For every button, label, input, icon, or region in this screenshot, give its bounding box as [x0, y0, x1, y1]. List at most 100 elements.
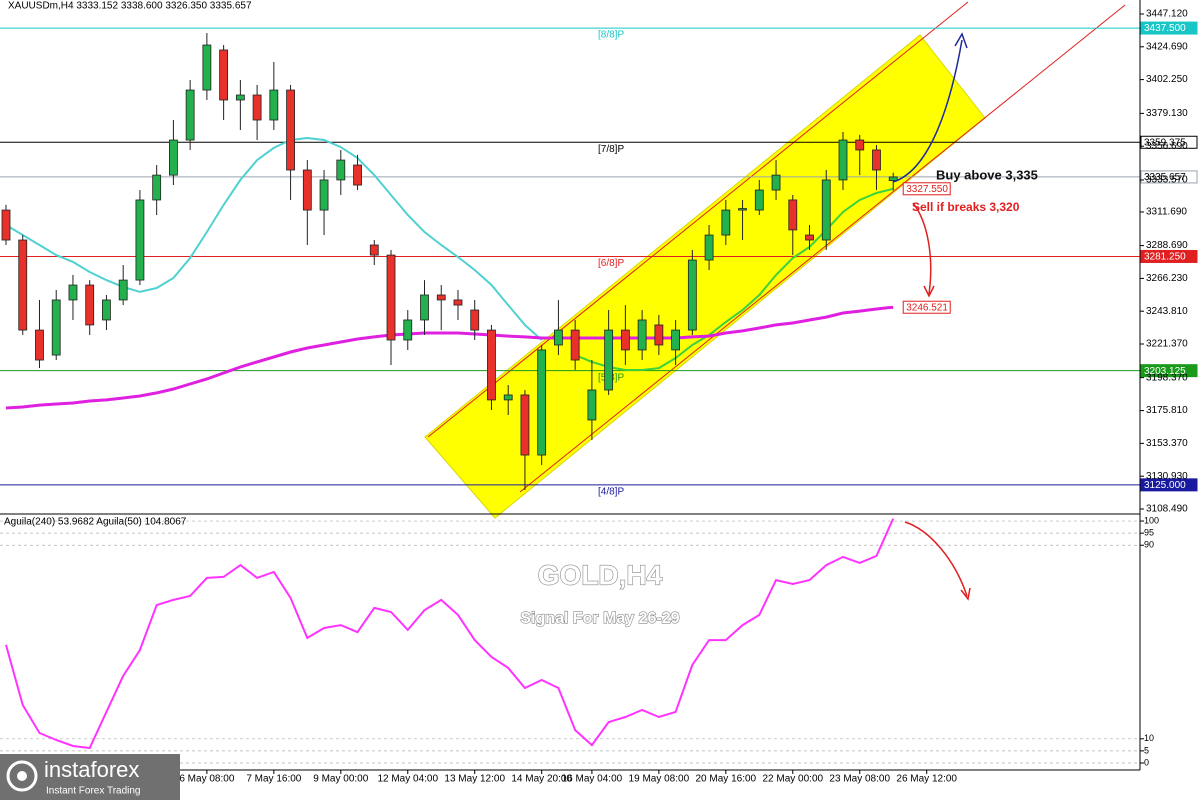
price-tag — [1140, 21, 1198, 35]
candle-body — [369, 244, 379, 256]
level-label: [6/8]P — [598, 258, 624, 269]
y-tick-label: 10 — [1144, 733, 1154, 743]
candle-body — [118, 279, 128, 301]
x-tick-label: 7 May 16:00 — [246, 774, 301, 785]
x-tick-label: 14 May 20:00 — [511, 774, 572, 785]
candle-body — [152, 174, 162, 201]
candle-body — [51, 299, 61, 356]
x-tick-label: 9 May 00:00 — [313, 774, 368, 785]
price-tag — [902, 300, 951, 314]
candle-body — [453, 299, 463, 306]
candle-body — [319, 179, 329, 211]
candle-body — [403, 319, 413, 341]
candle-body — [85, 284, 95, 326]
price-tag-label: 3437.500 — [1144, 23, 1186, 34]
candle-body — [487, 329, 496, 401]
candle-body — [888, 176, 898, 181]
x-tick-label: 20 May 16:00 — [696, 774, 757, 785]
y-tick-label: 5 — [1144, 745, 1149, 755]
y-tick-label: 3379.130 — [1146, 108, 1188, 119]
candle-body — [771, 174, 781, 191]
candle-body — [570, 329, 580, 361]
candle-body — [821, 179, 831, 241]
candle-body — [168, 139, 178, 176]
y-tick-label: 3175.810 — [1146, 405, 1188, 416]
moving-average — [5, 136, 543, 341]
level-label: [7/8]P — [598, 144, 624, 155]
candle-body — [235, 94, 245, 101]
candle-body — [754, 189, 764, 211]
arrow-head — [923, 285, 935, 298]
annotation: Buy above 3,335 — [936, 167, 1038, 182]
price-tag-label: 3246.521 — [906, 302, 948, 313]
candle-body — [1, 209, 11, 241]
level-label: [8/8]P — [598, 30, 624, 41]
channel-line — [519, 4, 1126, 493]
logo-box — [0, 754, 180, 800]
candle-body — [420, 294, 429, 321]
y-tick-label: 3447.120 — [1146, 9, 1188, 20]
price-tag-label: 3203.125 — [1144, 366, 1186, 377]
candle-body — [587, 389, 597, 421]
arrow-down — [912, 202, 932, 295]
candle-body — [386, 254, 396, 341]
y-tick-label: 0 — [1144, 757, 1149, 767]
candle-body — [637, 319, 647, 351]
price-tag-label: 3327.550 — [906, 184, 948, 195]
y-tick-label: 3356.690 — [1146, 141, 1188, 152]
header: XAUUSDm,H4 3333.152 3338.600 3326.350 33… — [8, 1, 252, 12]
candle-body — [286, 89, 295, 171]
candle-body — [219, 49, 229, 101]
annotation: Sell if breaks 3,320 — [912, 200, 1020, 214]
arrow-head — [960, 587, 971, 601]
candle-body — [838, 139, 848, 181]
y-tick-label: 3221.370 — [1146, 339, 1188, 350]
candle-body — [788, 199, 798, 231]
candle-body — [436, 294, 446, 301]
y-tick-label: 3198.370 — [1146, 372, 1188, 383]
moving-average — [5, 305, 894, 410]
candle-body — [68, 284, 78, 301]
price-tag — [1140, 478, 1198, 492]
y-tick-label: 95 — [1144, 528, 1154, 538]
candle-body — [738, 208, 747, 211]
candle-body — [185, 89, 195, 141]
x-tick-label: 19 May 08:00 — [629, 774, 690, 785]
y-tick-label: 3288.690 — [1146, 240, 1188, 251]
x-tick-label: 13 May 12:00 — [444, 774, 505, 785]
price-tag-label: 3125.000 — [1144, 480, 1186, 491]
price-tag — [1140, 249, 1198, 263]
candle-body — [202, 44, 212, 91]
candle-body — [604, 329, 614, 391]
candle-body — [520, 394, 530, 456]
y-tick-label: 3333.570 — [1146, 175, 1188, 186]
candle-body — [18, 239, 28, 331]
arrow-head — [954, 32, 968, 49]
price-tag-label: 3281.250 — [1144, 252, 1186, 263]
candle-body — [470, 309, 480, 331]
x-tick-label: 26 May 12:00 — [896, 774, 957, 785]
level-label: [4/8]P — [598, 487, 624, 498]
candle-body — [252, 94, 262, 121]
candle-body — [269, 89, 279, 121]
candle-body — [102, 299, 111, 321]
candle-body — [654, 324, 664, 346]
y-tick-label: 100 — [1144, 515, 1159, 525]
watermark-subtitle: Signal For May 26-29 — [520, 610, 679, 627]
arrow-down — [904, 521, 968, 597]
price-tag — [1140, 364, 1198, 378]
logo-tagline: Instant Forex Trading — [46, 786, 141, 797]
candle-body — [35, 329, 44, 361]
candle-body — [872, 149, 881, 171]
candle-body — [537, 349, 547, 456]
candle-body — [503, 394, 513, 401]
candle-body — [855, 139, 865, 151]
candle-body — [554, 329, 563, 346]
x-tick-label: 22 May 00:00 — [762, 774, 823, 785]
x-tick-label: 6 May 08:00 — [179, 774, 234, 785]
price-tag — [902, 182, 951, 196]
y-tick-label: 3130.930 — [1146, 471, 1188, 482]
y-tick-label: 90 — [1144, 540, 1154, 550]
